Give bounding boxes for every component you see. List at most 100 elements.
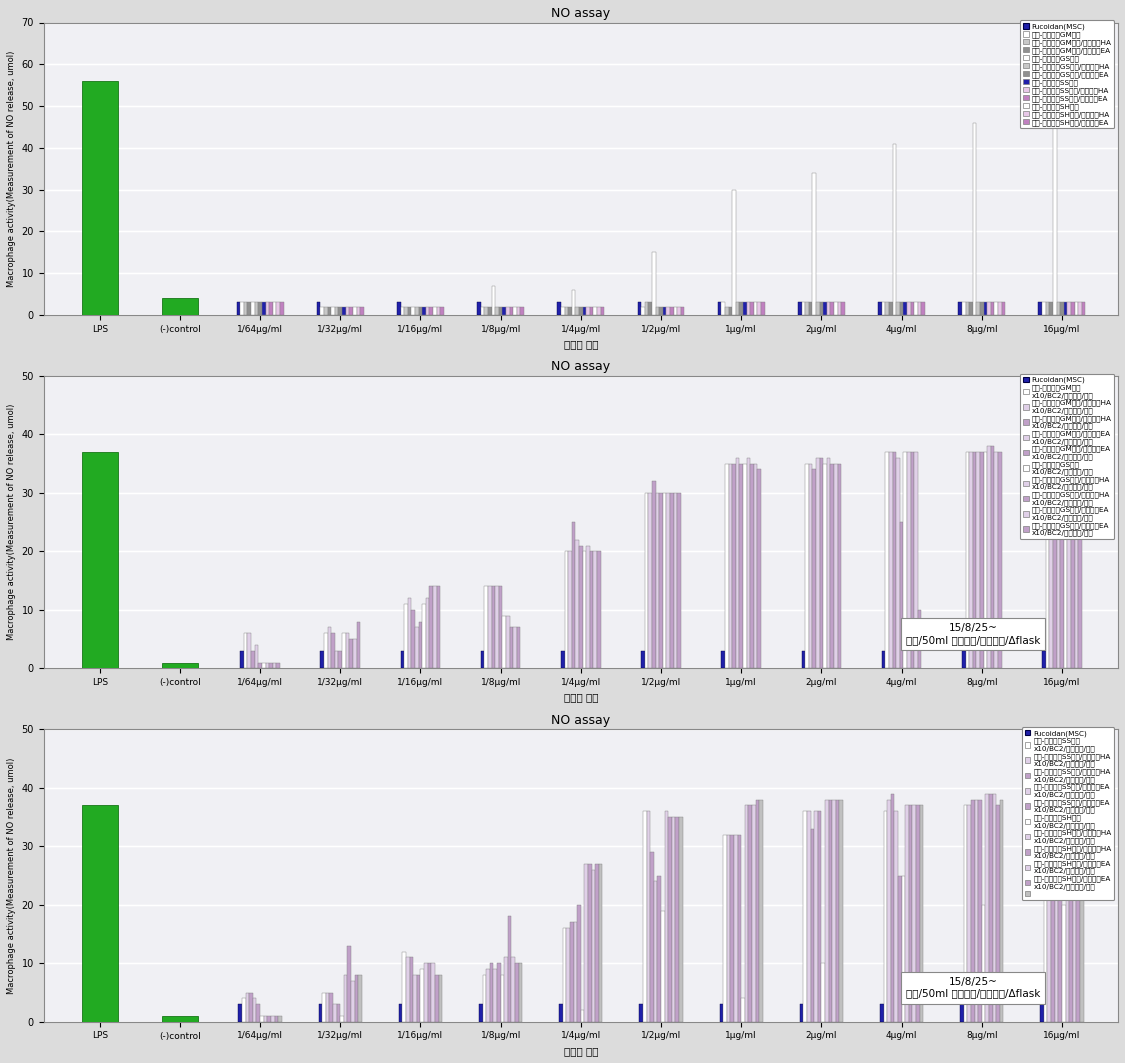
Bar — [812, 173, 816, 315]
Bar — [321, 306, 324, 315]
Bar — [670, 306, 674, 315]
Bar — [317, 303, 321, 315]
Y-axis label: Macrophage activity(Measurement of NO release, umol): Macrophage activity(Measurement of NO re… — [7, 51, 16, 287]
Bar — [969, 303, 973, 315]
Bar — [575, 306, 579, 315]
Bar — [1055, 806, 1059, 1022]
Bar — [718, 303, 721, 315]
Bar — [1077, 799, 1080, 1022]
Bar — [480, 306, 485, 315]
Bar — [650, 853, 654, 1022]
Bar — [739, 303, 742, 315]
Bar — [410, 958, 413, 1022]
Bar — [404, 604, 408, 669]
Bar — [333, 1005, 336, 1022]
Bar — [814, 811, 818, 1022]
Bar — [644, 811, 647, 1022]
Title: NO assay: NO assay — [551, 713, 611, 727]
Bar — [827, 303, 830, 315]
Bar — [906, 806, 909, 1022]
Bar — [331, 634, 335, 669]
Bar — [1051, 806, 1055, 1022]
Y-axis label: Macrophage activity(Measurement of NO release, umol): Macrophage activity(Measurement of NO re… — [7, 404, 16, 640]
Bar — [1060, 303, 1064, 315]
Bar — [674, 306, 677, 315]
Bar — [501, 975, 504, 1022]
Bar — [559, 1005, 562, 1022]
Bar — [483, 975, 486, 1022]
Bar — [238, 1005, 242, 1022]
Bar — [803, 811, 807, 1022]
Bar — [278, 1016, 281, 1022]
Bar — [976, 452, 980, 669]
Bar — [680, 817, 683, 1022]
Bar — [408, 306, 412, 315]
Bar — [245, 993, 250, 1022]
Bar — [912, 806, 916, 1022]
Bar — [820, 458, 824, 669]
Bar — [889, 303, 892, 315]
Bar — [732, 189, 736, 315]
Bar — [801, 651, 806, 669]
X-axis label: 고형분 농도: 고형분 농도 — [564, 693, 598, 703]
Bar — [994, 303, 998, 315]
Bar — [674, 493, 677, 669]
Bar — [561, 306, 565, 315]
Bar — [657, 876, 662, 1022]
Bar — [421, 969, 424, 1022]
Bar — [418, 306, 422, 315]
Bar — [428, 963, 431, 1022]
Bar — [601, 306, 604, 315]
Bar — [892, 144, 897, 315]
Bar — [836, 799, 839, 1022]
Bar — [960, 1005, 964, 1022]
Bar — [641, 651, 645, 669]
Bar — [435, 975, 439, 1022]
Bar — [321, 651, 324, 669]
Bar — [885, 452, 889, 669]
Bar — [816, 303, 820, 315]
Bar — [242, 998, 245, 1022]
Bar — [986, 794, 989, 1022]
Bar — [915, 452, 918, 669]
Bar — [400, 651, 404, 669]
Bar — [654, 881, 657, 1022]
Bar — [1069, 799, 1073, 1022]
Bar — [415, 306, 418, 315]
Bar — [998, 303, 1001, 315]
Bar — [747, 458, 750, 669]
Bar — [724, 463, 729, 669]
Bar — [488, 587, 492, 669]
Bar — [892, 452, 897, 669]
Bar — [583, 306, 586, 315]
Bar — [335, 306, 339, 315]
Bar — [668, 817, 672, 1022]
Bar — [759, 799, 763, 1022]
Bar — [583, 552, 586, 669]
Bar — [398, 1005, 403, 1022]
Bar — [983, 303, 987, 315]
Bar — [965, 303, 969, 315]
Bar — [901, 876, 906, 1022]
Bar — [251, 303, 254, 315]
Bar — [82, 452, 118, 669]
Bar — [397, 303, 400, 315]
Bar — [900, 303, 903, 315]
Bar — [978, 799, 982, 1022]
Bar — [1068, 303, 1071, 315]
Bar — [1074, 303, 1078, 315]
Bar — [339, 306, 342, 315]
Bar — [741, 998, 745, 1022]
Bar — [806, 303, 809, 315]
Bar — [729, 306, 732, 315]
Bar — [918, 610, 921, 669]
Bar — [916, 806, 919, 1022]
Bar — [821, 963, 825, 1022]
Bar — [480, 651, 485, 669]
Bar — [1038, 303, 1042, 315]
Bar — [236, 303, 241, 315]
Bar — [752, 806, 756, 1022]
Bar — [670, 493, 674, 669]
Bar — [269, 662, 272, 669]
Bar — [513, 627, 516, 669]
